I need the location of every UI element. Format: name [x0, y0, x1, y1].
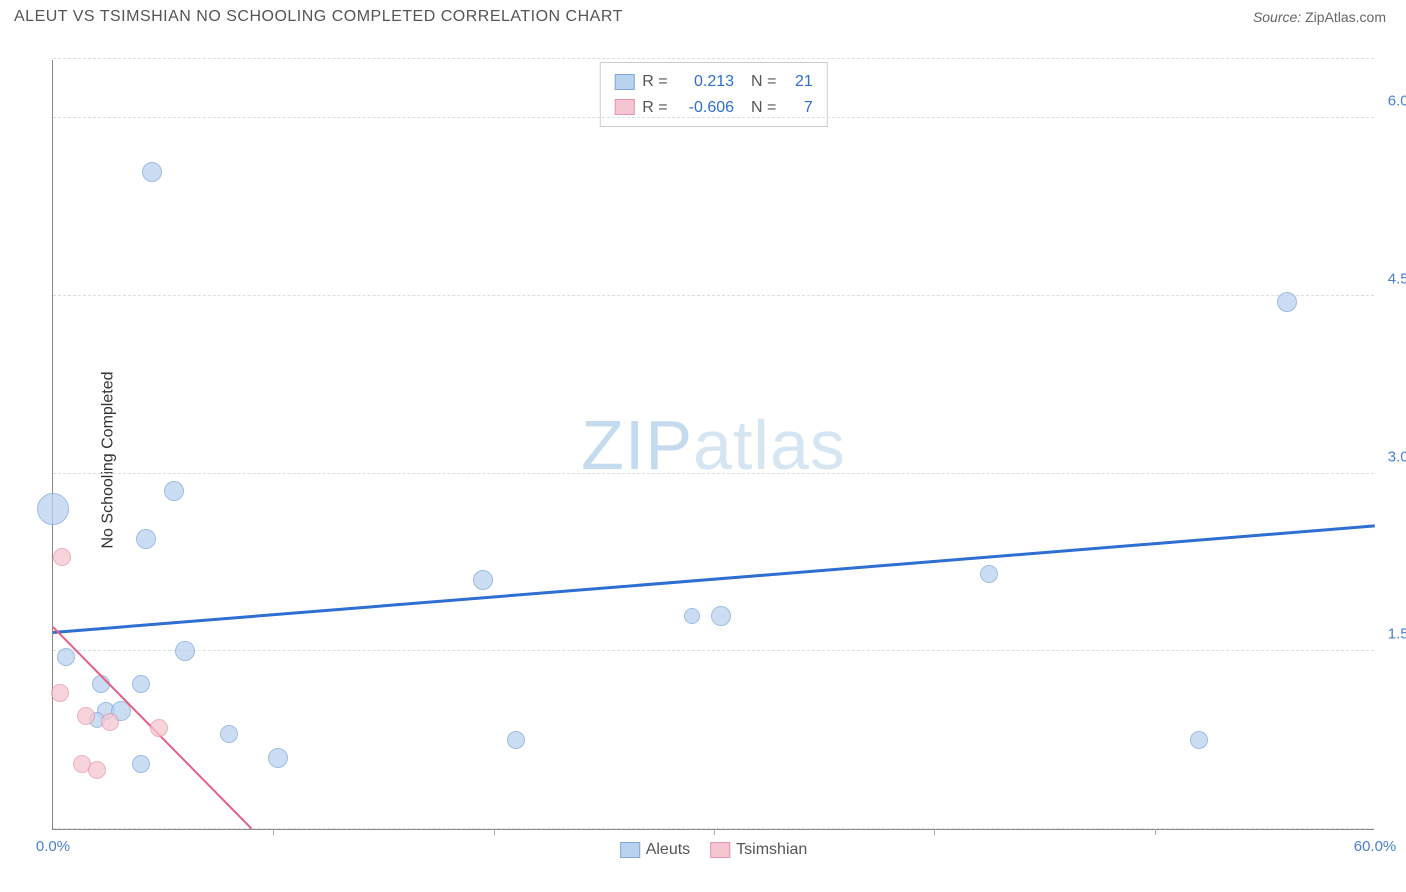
gridline-h — [53, 473, 1374, 474]
data-point-aleuts — [980, 565, 998, 583]
data-point-aleuts — [175, 641, 195, 661]
data-point-tsimshian — [77, 707, 95, 725]
data-point-aleuts — [132, 755, 150, 773]
data-point-tsimshian — [53, 548, 71, 566]
chart-title: ALEUT VS TSIMSHIAN NO SCHOOLING COMPLETE… — [14, 8, 623, 26]
y-tick-label: 4.5% — [1388, 270, 1406, 287]
chart-header: ALEUT VS TSIMSHIAN NO SCHOOLING COMPLETE… — [0, 0, 1406, 34]
x-tick — [494, 829, 495, 835]
legend-swatch — [614, 74, 634, 90]
y-tick-label: 6.0% — [1388, 93, 1406, 110]
x-tick — [934, 829, 935, 835]
gridline-h — [53, 58, 1374, 59]
legend-swatch — [710, 842, 730, 858]
x-tick-label: 60.0% — [1354, 838, 1397, 855]
data-point-aleuts — [1277, 292, 1297, 312]
chart-container: No Schooling Completed ZIPatlas R = 0.21… — [14, 40, 1392, 880]
legend-swatch — [614, 99, 634, 115]
x-tick-label: 0.0% — [36, 838, 70, 855]
data-point-aleuts — [507, 731, 525, 749]
series-legend-item: Aleuts — [620, 841, 690, 859]
x-tick — [273, 829, 274, 835]
data-point-aleuts — [711, 606, 731, 626]
gridline-h — [53, 650, 1374, 651]
plot-area: ZIPatlas R = 0.213 N = 21R = -0.606 N = … — [52, 60, 1374, 830]
series-legend-label: Tsimshian — [736, 841, 807, 859]
n-value: 21 — [789, 69, 813, 95]
gridline-h — [53, 117, 1374, 118]
x-tick — [1155, 829, 1156, 835]
legend-swatch — [620, 842, 640, 858]
series-legend: Aleuts Tsimshian — [620, 841, 808, 859]
data-point-tsimshian — [101, 713, 119, 731]
data-point-tsimshian — [150, 719, 168, 737]
data-point-aleuts — [1190, 731, 1208, 749]
x-tick — [714, 829, 715, 835]
series-legend-label: Aleuts — [646, 841, 690, 859]
data-point-aleuts — [136, 529, 156, 549]
y-tick-label: 1.5% — [1388, 626, 1406, 643]
gridline-h — [53, 295, 1374, 296]
r-value: 0.213 — [680, 69, 734, 95]
source-label: Source: — [1253, 9, 1301, 25]
data-point-aleuts — [57, 648, 75, 666]
source-attribution: Source: ZipAtlas.com — [1253, 9, 1386, 25]
source-value: ZipAtlas.com — [1305, 9, 1386, 25]
data-point-aleuts — [684, 608, 700, 624]
data-point-aleuts — [142, 162, 162, 182]
data-point-aleuts — [164, 481, 184, 501]
n-label: N = — [742, 69, 781, 95]
data-point-aleuts — [37, 493, 69, 525]
r-label: R = — [642, 69, 672, 95]
data-point-aleuts — [132, 675, 150, 693]
data-point-tsimshian — [88, 761, 106, 779]
data-point-aleuts — [473, 570, 493, 590]
data-point-aleuts — [220, 725, 238, 743]
data-point-tsimshian — [51, 684, 69, 702]
y-tick-label: 3.0% — [1388, 448, 1406, 465]
data-point-aleuts — [268, 748, 288, 768]
series-legend-item: Tsimshian — [710, 841, 807, 859]
correlation-legend-row: R = 0.213 N = 21 — [614, 69, 812, 95]
